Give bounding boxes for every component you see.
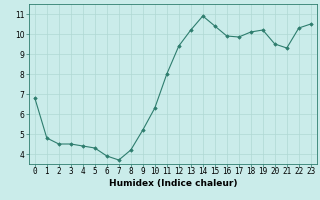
X-axis label: Humidex (Indice chaleur): Humidex (Indice chaleur) [108, 179, 237, 188]
